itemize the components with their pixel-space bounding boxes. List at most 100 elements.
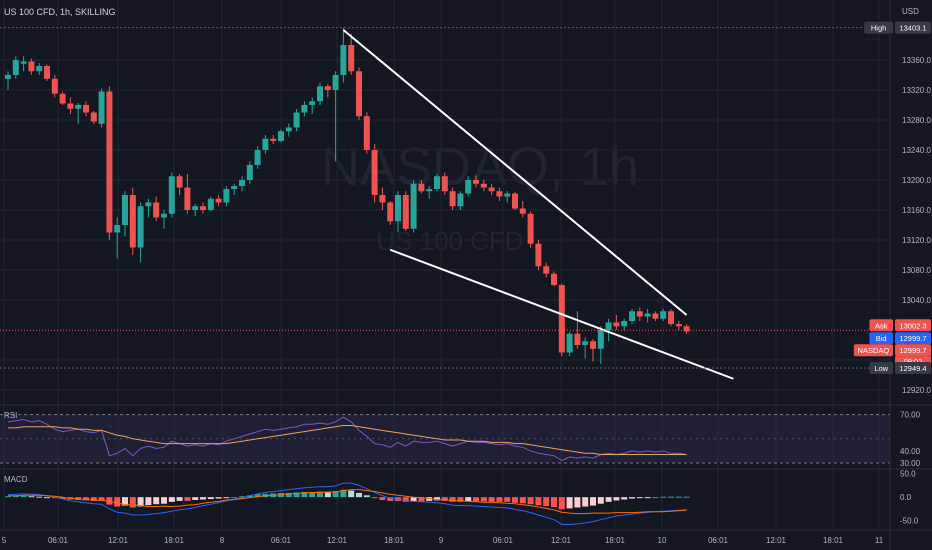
candle-body — [590, 341, 596, 349]
macd-histogram-bar — [543, 497, 550, 507]
candle-body — [668, 311, 674, 324]
candle-body — [215, 198, 222, 203]
macd-histogram-bar — [90, 497, 97, 501]
trendline — [342, 29, 688, 316]
macd-histogram-bar — [566, 497, 573, 509]
trendlines[interactable] — [342, 29, 734, 380]
high-tag-value-box — [895, 21, 931, 34]
macd-histogram-bar — [114, 497, 121, 507]
macd-label[interactable]: MACD — [4, 475, 28, 484]
macd-histogram-bar — [137, 497, 144, 507]
time-tick-label: 06:01 — [271, 536, 292, 545]
macd-histogram-bar — [644, 497, 651, 499]
time-tick-label: 18:01 — [605, 536, 626, 545]
macd-histogram-bar — [348, 490, 355, 498]
price-tick-label: 12920.0 — [902, 386, 931, 395]
macd-histogram-bar — [246, 495, 253, 498]
price-tick-label: 13120.0 — [902, 236, 931, 245]
price-candles[interactable] — [5, 27, 690, 364]
macd-histogram-bar — [44, 497, 50, 499]
countdown-value: 09:02 — [904, 357, 923, 366]
candle-body — [597, 330, 604, 349]
bid-tag-value-box — [895, 332, 931, 345]
macd-histogram-bar — [488, 497, 495, 502]
candle-body — [239, 180, 245, 186]
macd-histogram-bar — [223, 497, 230, 499]
candle-body — [114, 225, 121, 233]
macd-histogram-bar — [5, 496, 11, 498]
candle-body — [340, 45, 347, 75]
time-tick-label: 18:01 — [164, 536, 185, 545]
macd-histogram-bar — [83, 497, 89, 501]
candle-body — [200, 206, 206, 210]
candle-body — [254, 150, 261, 165]
candle-body — [348, 45, 355, 72]
candle-body — [59, 93, 66, 104]
candle-body — [629, 311, 635, 321]
macd-histogram-bar — [410, 497, 417, 502]
candle-body — [12, 60, 19, 75]
macd-tick-label: 0.0 — [900, 493, 912, 502]
candle-body — [137, 206, 144, 248]
macd-tick-label: 50.0 — [900, 470, 916, 479]
macd-histogram-bar — [519, 497, 526, 504]
candle-body — [184, 187, 191, 210]
macd-histogram-bar — [161, 497, 167, 504]
high-tag-value: 13403.1 — [899, 24, 926, 33]
bid-tag-value: 12999.7 — [899, 334, 926, 343]
candle-body — [387, 202, 394, 222]
time-tick-label: 06:01 — [48, 536, 69, 545]
candle-body — [301, 105, 308, 113]
macd-histogram-bar — [153, 497, 160, 505]
high-tag-label: High — [871, 24, 886, 33]
macd-pane — [5, 482, 690, 525]
candle-body — [582, 341, 589, 345]
symbol-header[interactable]: US 100 CFD, 1h, SKILLING — [4, 7, 116, 17]
macd-histogram-bar — [309, 491, 316, 498]
candle-body — [67, 103, 74, 109]
candle-body — [551, 273, 557, 285]
candle-body — [90, 112, 97, 122]
macd-histogram-bar — [629, 497, 635, 499]
price-tick-label: 13200.0 — [902, 176, 931, 185]
candle-body — [465, 180, 472, 194]
ask-tag-label: Ask — [875, 321, 888, 330]
macd-histogram-bar — [527, 497, 534, 505]
time-axis[interactable]: 5 06:01 12:01 18:01 8 06:01 12:01 18:01 9 06:01 12… — [2, 536, 884, 545]
candle-body — [457, 193, 464, 207]
macd-histogram-bar — [551, 497, 557, 508]
macd-histogram-bar — [387, 497, 394, 501]
macd-histogram-bar — [363, 495, 370, 498]
rsi-label[interactable]: RSI — [4, 411, 17, 420]
price-tick-label: 13160.0 — [902, 206, 931, 215]
rsi-pane — [7, 416, 687, 462]
candle-body — [332, 75, 339, 90]
macd-histogram-bar — [668, 496, 674, 498]
rsi-band — [0, 414, 890, 464]
price-tick-label: 13080.0 — [902, 266, 931, 275]
macd-histogram-bar — [496, 497, 503, 502]
candle-body — [426, 189, 433, 192]
macd-histogram-bar — [20, 495, 27, 498]
macd-histogram-bar — [98, 497, 105, 501]
macd-histogram-bar — [597, 497, 604, 504]
bid-tag-label-box — [869, 332, 893, 345]
macd-histogram-bar — [441, 497, 448, 501]
candle-body — [44, 66, 50, 79]
candle-body — [410, 183, 417, 229]
candle-body — [519, 208, 526, 214]
macd-histogram-bar — [356, 492, 362, 498]
low-tag-label-box — [869, 361, 893, 374]
macd-histogram-bar — [207, 497, 214, 500]
macd-histogram-bar — [28, 496, 35, 498]
macd-histogram-bar — [231, 497, 238, 499]
price-axis[interactable]: 13360.0 13320.0 13280.0 13240.0 13200.0 13160… — [900, 56, 931, 526]
time-tick-label: 06:01 — [708, 536, 729, 545]
candle-body — [153, 202, 160, 218]
low-tag-label: Low — [874, 364, 888, 373]
candle-body — [644, 313, 651, 317]
candle-body — [207, 198, 214, 210]
rsi-line-rsi_ma — [8, 425, 687, 455]
time-tick-label: 12:01 — [327, 536, 348, 545]
